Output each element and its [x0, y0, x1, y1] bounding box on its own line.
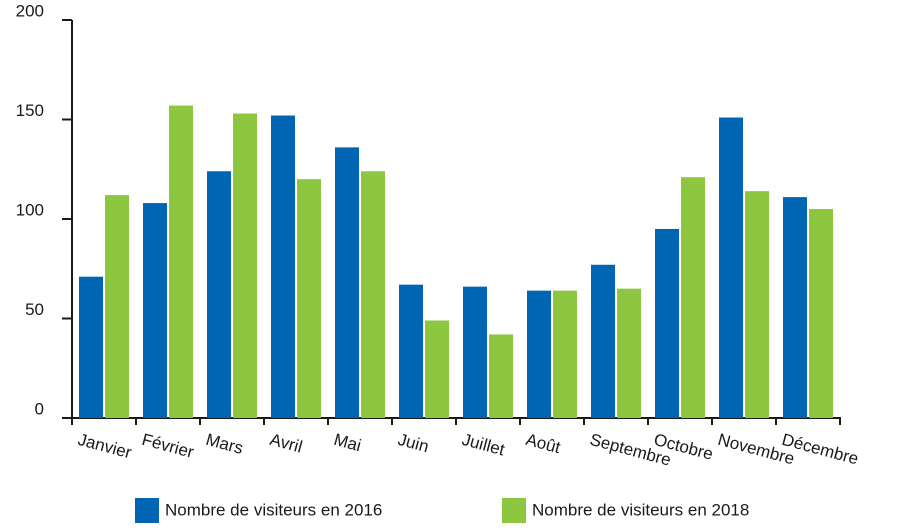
bar — [169, 105, 193, 418]
bar — [79, 276, 103, 418]
y-tick-label: 200 — [16, 1, 44, 20]
bar — [617, 288, 641, 418]
legend-swatch — [135, 498, 159, 523]
bar — [527, 290, 551, 418]
bar — [553, 290, 577, 418]
legend-label: Nombre de visiteurs en 2016 — [165, 500, 382, 519]
bar — [809, 209, 833, 418]
x-tick-label: Avril — [268, 430, 305, 457]
bar — [681, 177, 705, 418]
bar — [425, 320, 449, 418]
x-tick-label: Mars — [204, 430, 245, 458]
bar — [655, 228, 679, 418]
bar — [207, 171, 231, 418]
bar — [463, 286, 487, 418]
bar — [719, 117, 743, 418]
bar — [591, 264, 615, 418]
bar — [143, 203, 167, 418]
bar — [489, 334, 513, 418]
bar — [783, 197, 807, 418]
bar — [297, 179, 321, 418]
x-tick-label: Février — [140, 430, 196, 462]
bar — [271, 115, 295, 419]
x-tick-label: Juin — [396, 430, 431, 456]
y-tick-label: 150 — [16, 101, 44, 120]
x-tick-label: Août — [524, 430, 563, 457]
y-tick-label: 0 — [35, 399, 44, 418]
bar — [233, 113, 257, 418]
bar — [745, 191, 769, 418]
legend-swatch — [502, 498, 526, 523]
bar — [335, 147, 359, 419]
bar — [361, 171, 385, 418]
legend-label: Nombre de visiteurs en 2018 — [532, 500, 749, 519]
y-tick-label: 50 — [25, 300, 44, 319]
x-tick-label: Janvier — [76, 430, 134, 463]
x-tick-label: Juillet — [460, 430, 507, 460]
bar — [399, 284, 423, 418]
bar — [105, 195, 129, 418]
y-tick-label: 100 — [16, 200, 44, 219]
x-tick-label: Mai — [332, 430, 363, 455]
